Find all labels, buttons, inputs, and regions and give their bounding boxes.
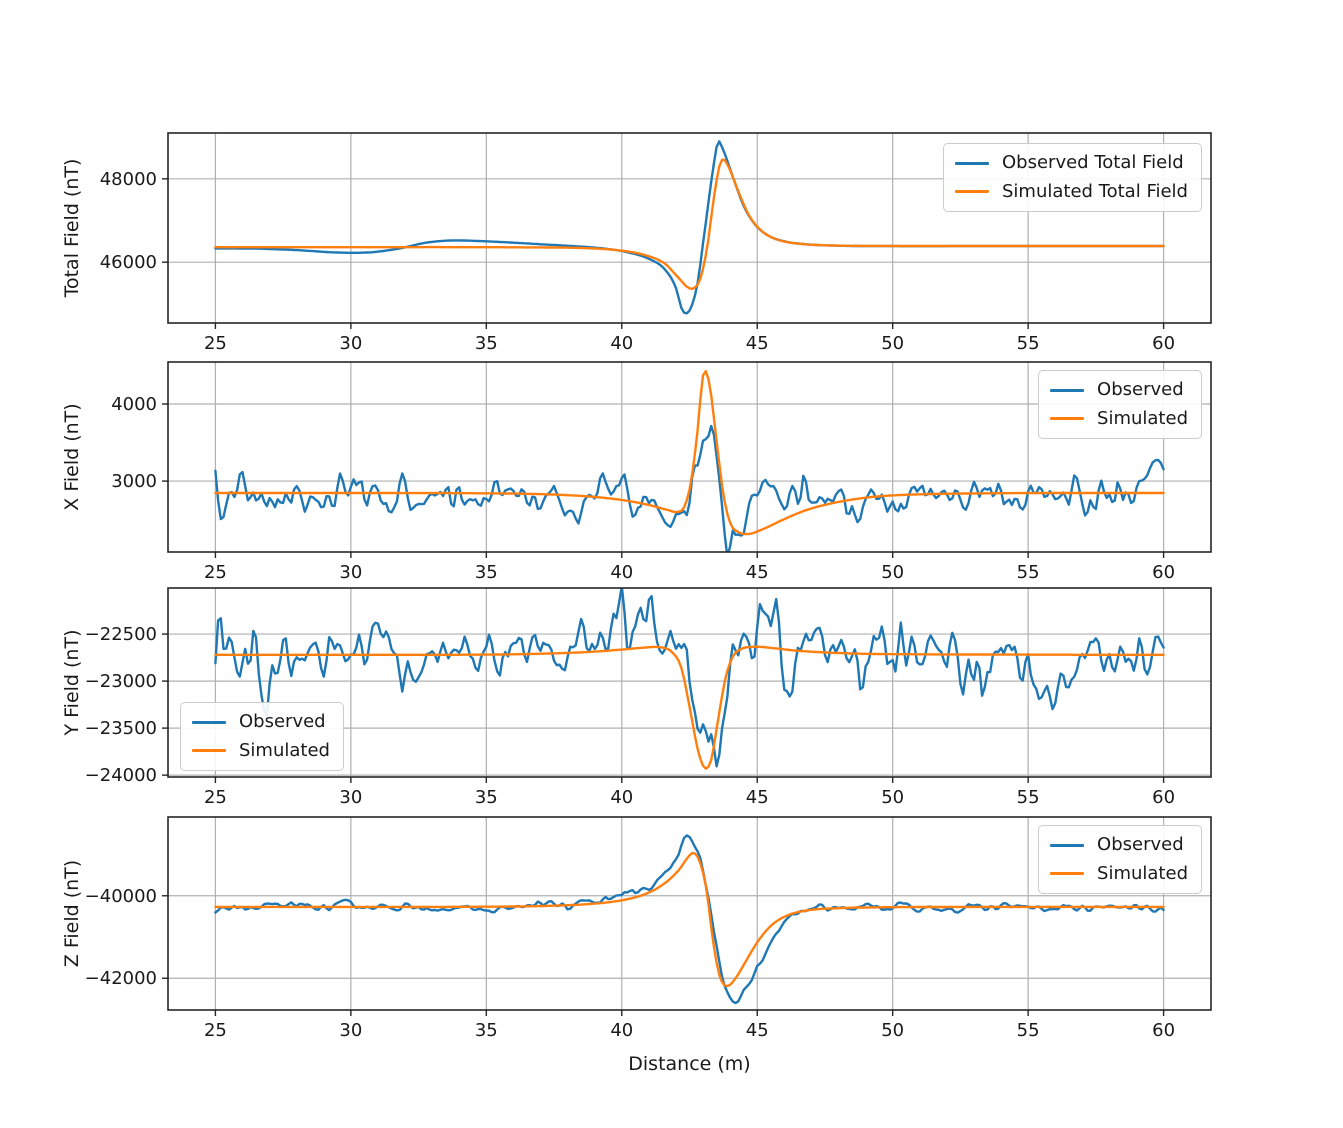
plot-canvas: 25 30 35 40 45 50 55 60 −24000 −23500 −23000 −22500… [61, 587, 1212, 808]
y-tick-label: 46000 [100, 252, 157, 273]
y-tick-label: 48000 [100, 169, 157, 190]
series-observed [214, 424, 1165, 552]
x-tick-label: 45 [746, 333, 769, 354]
legend-line-sample [1050, 843, 1085, 847]
subplot-y-field: 25 30 35 40 45 50 55 60 −24000 −23500 −23000 −22500… [0, 582, 1343, 808]
x-tick-label: 55 [1017, 787, 1040, 808]
y-axis-label: Z Field (nT) [61, 860, 83, 967]
x-tick-label: 30 [339, 787, 362, 808]
x-tick-label: 60 [1152, 562, 1175, 583]
x-tick-label: 60 [1152, 1020, 1175, 1041]
y-tick-label: −23000 [85, 671, 157, 692]
x-tick-label: 40 [610, 787, 633, 808]
x-axis-label: Distance (m) [628, 1053, 750, 1075]
series-simulated [214, 851, 1165, 988]
legend-item: Observed [1050, 834, 1188, 857]
y-axis-label: Total Field (nT) [61, 159, 83, 299]
subplot-z-field: 25 30 35 40 45 50 55 60 −42000 −40000 Z Field (nT)… [0, 811, 1343, 1111]
series-simulated-total-field [214, 158, 1165, 291]
legend: Observed Simulated [1038, 825, 1202, 894]
legend-label: Observed Total Field [1002, 152, 1184, 173]
x-tick-label: 50 [881, 562, 904, 583]
x-tick-label: 60 [1152, 333, 1175, 354]
y-tick-label: 4000 [111, 394, 157, 415]
legend-item: Simulated [1050, 863, 1188, 886]
legend-line-sample [192, 720, 226, 724]
legend: Observed Total Field Simulated Total Fiel… [943, 143, 1202, 212]
y-axis-label: X Field (nT) [61, 403, 83, 510]
x-tick-label: 60 [1152, 787, 1175, 808]
legend-label: Simulated Total Field [1002, 180, 1188, 202]
legend-item: Simulated [192, 740, 330, 763]
x-tick-label: 35 [475, 1020, 498, 1041]
x-tick-label: 30 [339, 1020, 362, 1041]
series-group [214, 140, 1165, 315]
y-tick-label: −22500 [85, 624, 157, 645]
legend: Observed Simulated [180, 702, 344, 771]
series-observed [214, 588, 1165, 768]
x-tick-label: 35 [475, 787, 498, 808]
x-tick-label: 50 [881, 333, 904, 354]
x-tick-label: 25 [204, 562, 227, 583]
series-group [214, 369, 1165, 552]
x-tick-label: 25 [204, 1020, 227, 1041]
legend: Observed Simulated [1038, 370, 1202, 439]
x-tick-label: 50 [881, 1020, 904, 1041]
legend-item: Simulated [1050, 408, 1188, 431]
legend-item: Observed Total Field [955, 152, 1188, 175]
x-tick-label: 30 [339, 562, 362, 583]
x-tick-label: 25 [204, 787, 227, 808]
legend-line-sample [955, 190, 989, 194]
series-group [214, 834, 1165, 1005]
legend-line-sample [955, 161, 989, 165]
plot-border [167, 587, 1212, 778]
x-tick-label: 40 [610, 333, 633, 354]
x-tick-label: 55 [1017, 333, 1040, 354]
x-tick-label: 40 [610, 562, 633, 583]
plot-border [167, 132, 1212, 324]
legend-label: Simulated [239, 739, 330, 761]
subplot-x-field: 25 30 35 40 45 50 55 60 3000 4000 X Field (nT) Obse… [0, 356, 1343, 583]
series-simulated [214, 369, 1165, 536]
legend-label: Observed [1097, 379, 1184, 400]
legend-item: Simulated Total Field [955, 181, 1188, 204]
plot-border [167, 816, 1212, 1011]
legend-label: Observed [239, 711, 326, 732]
x-tick-label: 55 [1017, 1020, 1040, 1041]
x-tick-label: 40 [610, 1020, 633, 1041]
y-tick-label: −42000 [85, 968, 157, 989]
legend-line-sample [1050, 388, 1085, 392]
x-tick-label: 45 [746, 562, 769, 583]
legend-label: Simulated [1097, 407, 1188, 429]
legend-line-sample [1050, 872, 1085, 876]
legend-line-sample [192, 749, 226, 753]
x-tick-label: 30 [339, 333, 362, 354]
y-tick-label: −23500 [85, 718, 157, 739]
legend-item: Observed [192, 711, 330, 734]
y-tick-label: −40000 [85, 886, 157, 907]
x-tick-label: 50 [881, 787, 904, 808]
series-group [214, 588, 1165, 770]
y-tick-label: −24000 [85, 765, 157, 786]
subplot-total-field: 25 30 35 40 45 50 55 60 46000 48000 Total Field (n… [0, 127, 1343, 356]
legend-item: Observed [1050, 379, 1188, 402]
legend-label: Simulated [1097, 862, 1188, 884]
y-axis-label: Y Field (nT) [61, 629, 83, 736]
plot-canvas: 25 30 35 40 45 50 55 60 46000 48000 Total Field (n… [61, 132, 1212, 354]
legend-label: Observed [1097, 834, 1184, 855]
x-tick-label: 55 [1017, 562, 1040, 583]
x-tick-label: 35 [475, 333, 498, 354]
plot-border [167, 361, 1212, 553]
y-tick-label: 3000 [111, 471, 157, 492]
plot-canvas: 25 30 35 40 45 50 55 60 3000 4000 X Field (nT) [61, 361, 1212, 583]
legend-line-sample [1050, 417, 1085, 421]
x-tick-label: 45 [746, 1020, 769, 1041]
x-tick-label: 35 [475, 562, 498, 583]
series-simulated [214, 645, 1165, 770]
x-tick-label: 45 [746, 787, 769, 808]
x-tick-label: 25 [204, 333, 227, 354]
series-observed [214, 834, 1165, 1005]
